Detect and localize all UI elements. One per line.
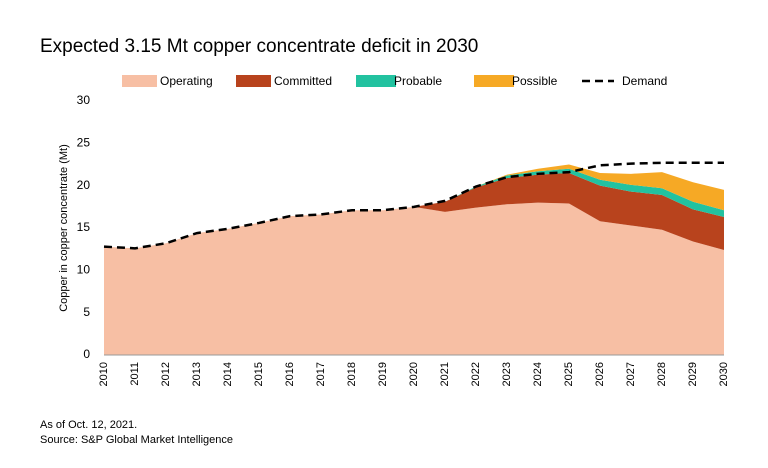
y-tick-label: 5 [83, 305, 90, 319]
x-tick-label: 2024 [532, 362, 544, 386]
x-tick-label: 2022 [470, 362, 482, 386]
x-tick-label: 2027 [625, 362, 637, 386]
legend-label: Operating [160, 74, 213, 88]
chart-title: Expected 3.15 Mt copper concentrate defi… [40, 36, 478, 57]
legend-swatch [474, 75, 514, 87]
y-tick-label: 30 [77, 93, 91, 107]
legend-label: Demand [622, 74, 667, 88]
note: As of Oct. 12, 2021. [40, 419, 137, 431]
x-tick-label: 2025 [563, 362, 575, 386]
x-tick-label: 2013 [191, 362, 203, 386]
y-tick-label: 0 [83, 347, 90, 361]
x-tick-label: 2029 [687, 362, 699, 386]
x-tick-label: 2020 [408, 362, 420, 386]
legend-swatch [122, 75, 157, 87]
x-tick-label: 2017 [315, 362, 327, 386]
legend-label: Possible [512, 74, 558, 88]
y-tick-label: 10 [77, 263, 91, 277]
source: Source: S&P Global Market Intelligence [40, 434, 233, 446]
x-tick-label: 2028 [656, 362, 668, 386]
x-tick-label: 2018 [346, 362, 358, 386]
legend-swatch [236, 75, 271, 87]
y-axis-label: Copper in copper concentrate (Mt) [58, 144, 70, 312]
x-tick-label: 2021 [439, 362, 451, 386]
legend-swatch [356, 75, 396, 87]
area [104, 202, 724, 355]
y-tick-label: 15 [77, 220, 91, 234]
area [104, 172, 724, 251]
x-tick-label: 2011 [129, 362, 141, 386]
legend-label: Committed [274, 74, 332, 88]
x-tick-label: 2012 [160, 362, 172, 386]
y-tick-label: 20 [77, 178, 91, 192]
x-tick-label: 2026 [594, 362, 606, 386]
x-tick-label: 2016 [284, 362, 296, 386]
x-tick-label: 2023 [501, 362, 513, 386]
x-tick-label: 2030 [718, 362, 730, 386]
y-tick-label: 25 [77, 136, 91, 150]
demand-line [103, 161, 724, 250]
legend-label: Probable [394, 74, 442, 88]
x-tick-label: 2014 [222, 362, 234, 386]
area [104, 164, 724, 249]
x-tick-label: 2010 [98, 362, 110, 386]
x-tick-label: 2015 [253, 362, 265, 386]
x-tick-label: 2019 [377, 362, 389, 386]
